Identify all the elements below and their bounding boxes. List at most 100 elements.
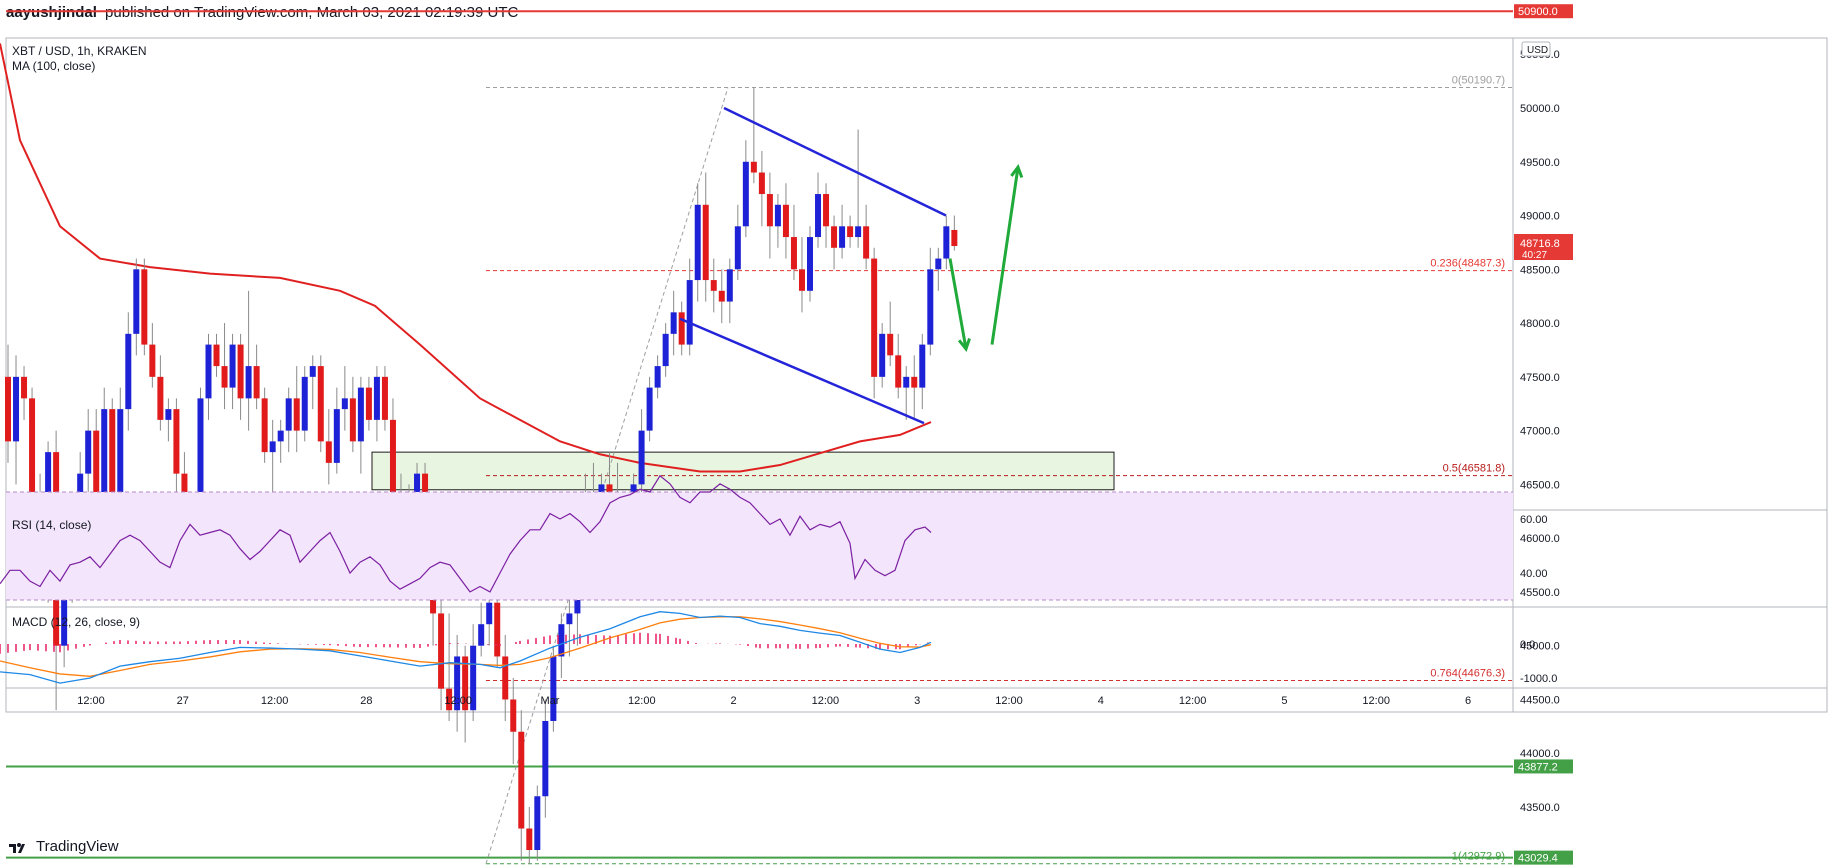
candle-body — [213, 344, 220, 367]
forecast-arrowhead — [957, 337, 971, 352]
candle-body — [454, 656, 461, 711]
candle-body — [373, 376, 380, 420]
time-tick-label: 4 — [1098, 695, 1104, 707]
candle-body — [269, 441, 276, 453]
time-tick-label: 27 — [177, 695, 189, 707]
candle-body — [13, 376, 20, 442]
rsi-band — [6, 492, 1513, 600]
time-tick-label: 12:00 — [1179, 695, 1207, 707]
candle-body — [141, 269, 148, 345]
candle-body — [686, 280, 693, 345]
candle-body — [943, 226, 950, 259]
current-price-label: 48716.8 — [1520, 238, 1560, 250]
price-tick-label: 43500.0 — [1520, 802, 1560, 814]
candle-body — [494, 602, 501, 657]
fib-trend-line — [485, 87, 729, 864]
candle-body — [726, 269, 733, 302]
candle-body — [678, 312, 685, 345]
candle-body — [823, 194, 830, 227]
candle-body — [790, 237, 797, 270]
time-tick-label: 12:00 — [995, 695, 1023, 707]
author-name[interactable]: aayushjindal — [6, 4, 97, 21]
price-tick-label: 46000.0 — [1520, 533, 1560, 545]
candle-body — [133, 269, 140, 334]
candle-body — [734, 226, 741, 270]
candle-body — [277, 430, 284, 442]
candle-body — [518, 731, 525, 829]
price-tick-label: 49000.0 — [1520, 211, 1560, 223]
candle-body — [149, 344, 156, 377]
candle-body — [534, 796, 541, 851]
tradingview-logo[interactable]: TradingView — [8, 838, 119, 855]
candle-body — [261, 398, 268, 453]
macd-line — [0, 611, 932, 684]
candle-body — [550, 656, 557, 721]
candle-body — [414, 473, 421, 506]
price-line-label: 43877.2 — [1518, 761, 1558, 773]
candle-body — [101, 409, 108, 496]
candle-body — [798, 269, 805, 291]
candle-body — [542, 720, 549, 797]
channel-line — [723, 106, 947, 217]
candle-body — [93, 430, 100, 496]
candle-body — [758, 172, 765, 195]
rsi-legend: RSI (14, close) — [12, 518, 91, 532]
macd-tick-label: 0.0 — [1520, 639, 1535, 651]
price-tick-label: 48000.0 — [1520, 318, 1560, 330]
candle-body — [478, 624, 485, 646]
candle-body — [927, 269, 934, 345]
ma-legend: MA (100, close) — [12, 59, 95, 73]
time-tick-label: 12:00 — [77, 695, 105, 707]
price-tick-label: 49500.0 — [1520, 157, 1560, 169]
candle-body — [903, 376, 910, 388]
rsi-line — [0, 474, 932, 593]
candle-body — [718, 290, 725, 302]
candle-body — [526, 828, 533, 851]
price-line-badge — [1514, 4, 1573, 19]
candle-body — [253, 366, 260, 399]
candle-body — [847, 226, 854, 238]
candle-body — [205, 344, 212, 399]
time-tick-label: 12:00 — [261, 695, 289, 707]
price-tick-label: 48500.0 — [1520, 264, 1560, 276]
price-tick-label: 50000.0 — [1520, 103, 1560, 115]
time-tick-label: 5 — [1281, 695, 1287, 707]
rsi-tick-label: 40.00 — [1520, 568, 1548, 580]
time-tick-label: 3 — [914, 695, 920, 707]
candle-body — [750, 161, 757, 173]
candle-body — [839, 226, 846, 248]
candle-body — [117, 409, 124, 539]
candle-body — [293, 398, 300, 431]
currency-label: USD — [1527, 45, 1548, 56]
candle-body — [61, 581, 68, 646]
candle-body — [446, 688, 453, 711]
candle-body — [221, 366, 228, 388]
price-line-label: 43029.4 — [1518, 853, 1558, 865]
candle-body — [831, 226, 838, 248]
fib-level-label: 0.764(44676.3) — [1430, 668, 1505, 680]
macd-legend: MACD (12, 26, close, 9) — [12, 615, 140, 629]
candle-body — [157, 376, 164, 420]
candle-body — [301, 376, 308, 431]
time-tick-label: 12:00 — [628, 695, 656, 707]
fib-level-label: 0.5(46581.8) — [1443, 463, 1505, 475]
candle-body — [333, 409, 340, 463]
candle-body — [807, 237, 813, 291]
publish-header: aayushjindal published on TradingView.co… — [6, 4, 518, 28]
candle-body — [462, 656, 469, 711]
candle-body — [782, 204, 789, 238]
candle-body — [325, 441, 332, 463]
price-tick-label: 45500.0 — [1520, 587, 1560, 599]
publish-info: published on TradingView.com, March 03, … — [105, 4, 519, 21]
candle-body — [815, 194, 822, 238]
candle-body — [29, 398, 36, 506]
candle-body — [871, 258, 878, 377]
time-tick-label: 2 — [731, 695, 737, 707]
candle-body — [951, 229, 958, 246]
forecast-arrowhead — [1010, 164, 1024, 178]
candle-body — [197, 398, 204, 528]
candle-body — [486, 602, 493, 625]
candle-body — [935, 258, 942, 270]
fib-level-label: 0(50190.7) — [1452, 74, 1505, 86]
